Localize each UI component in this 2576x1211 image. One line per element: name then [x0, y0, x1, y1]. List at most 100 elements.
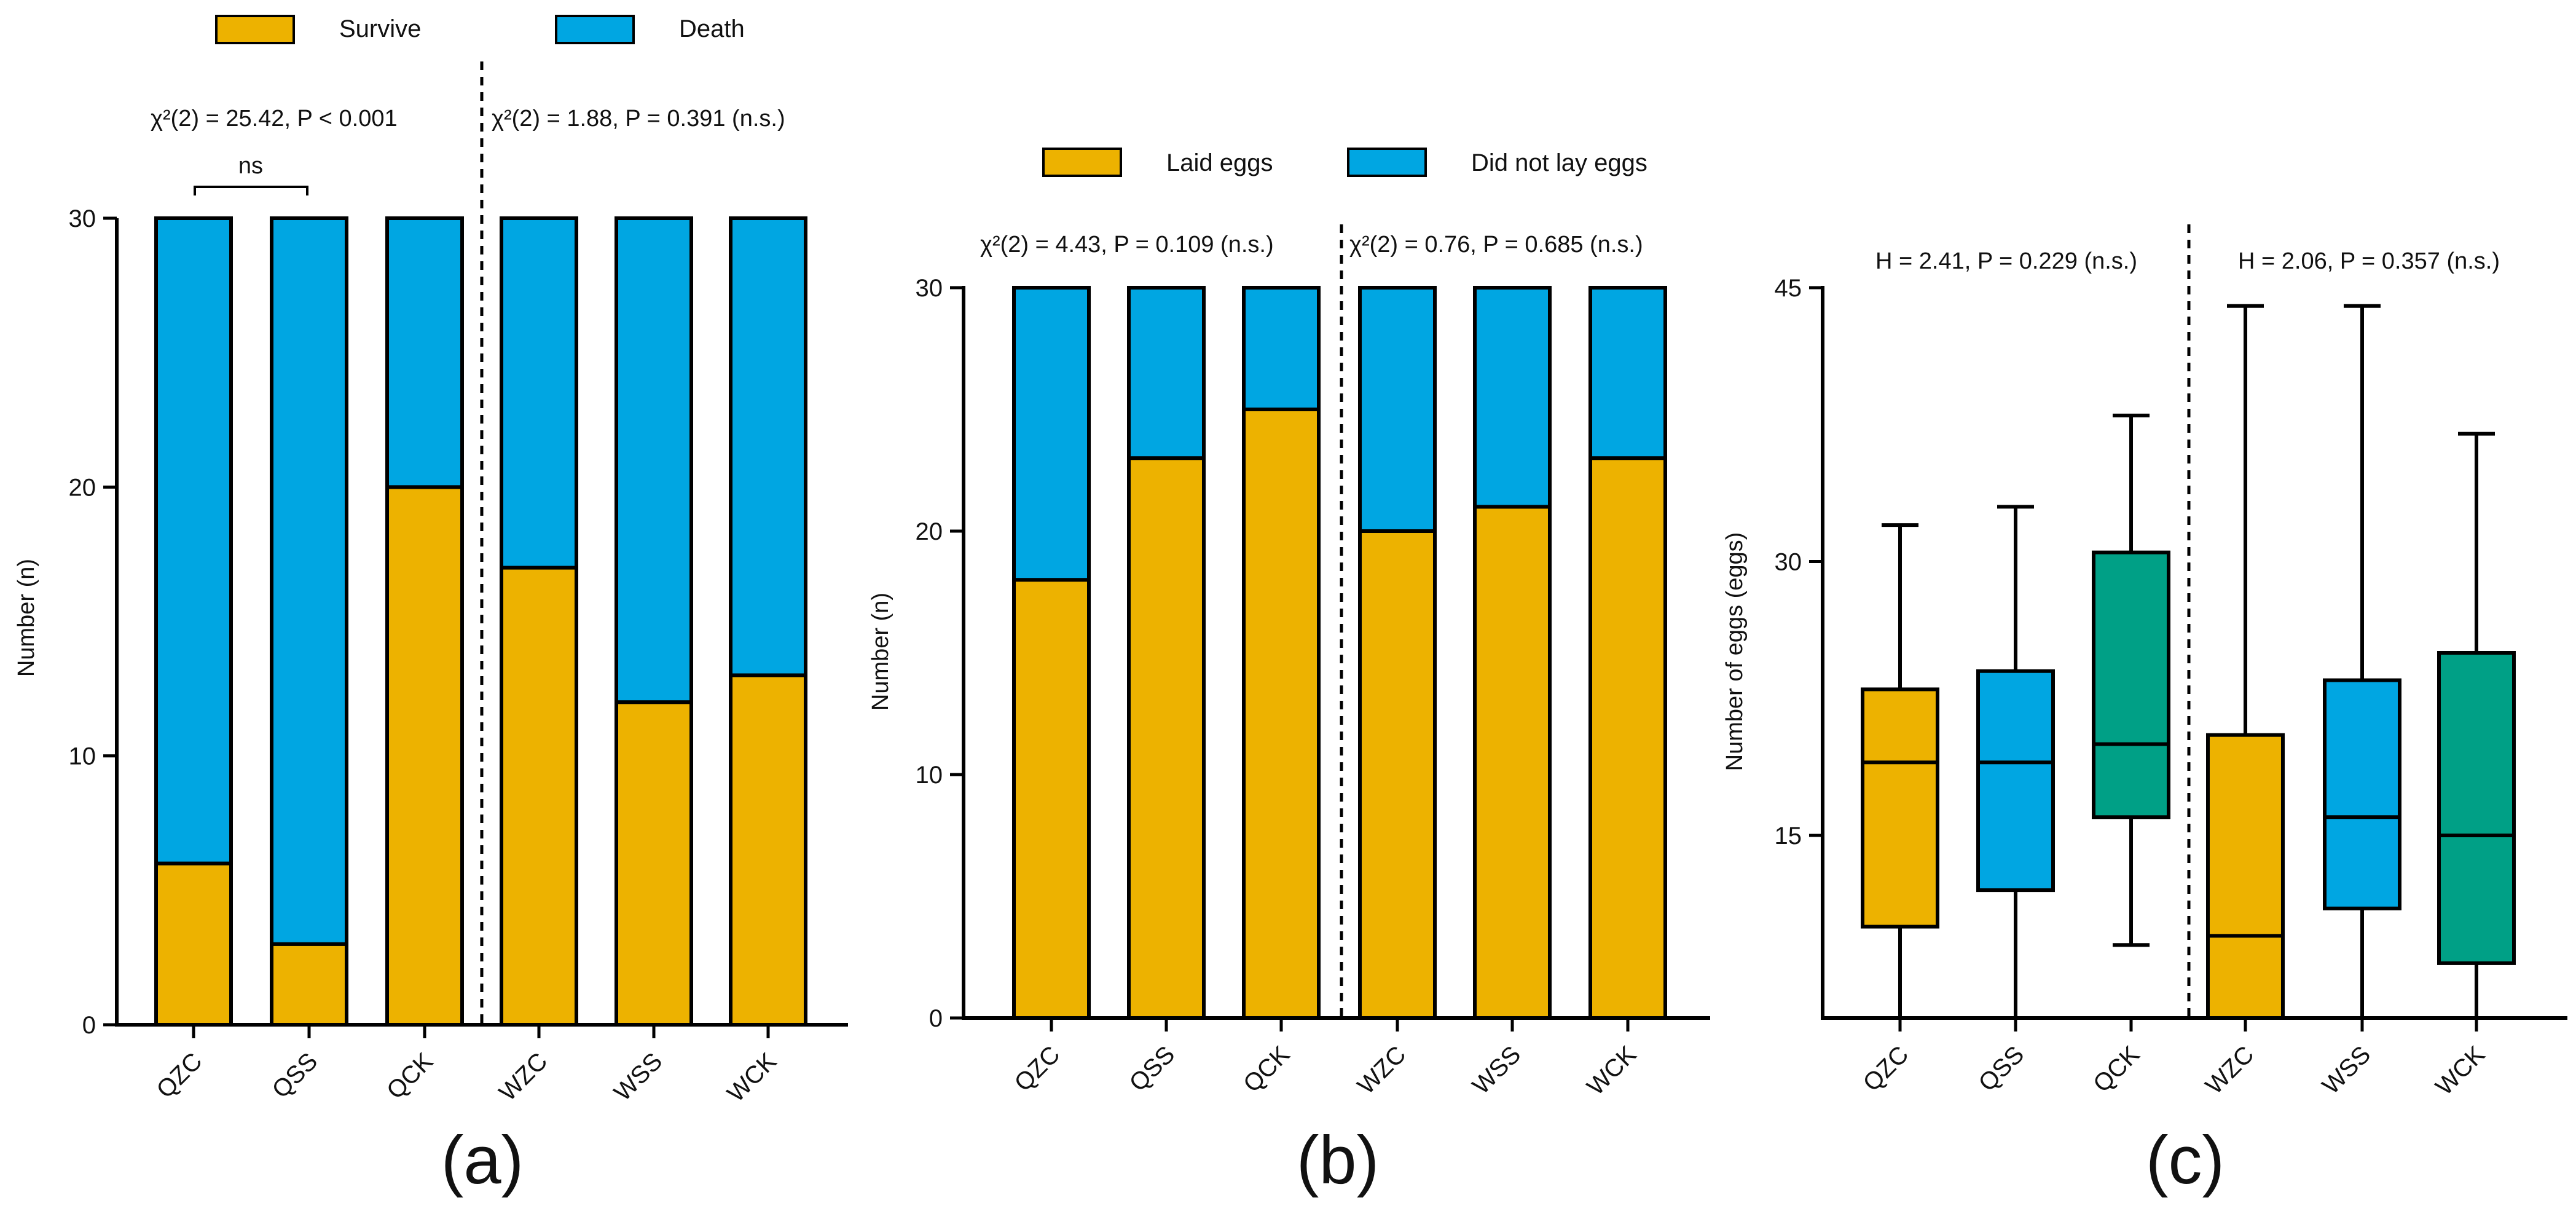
bar-b-laid-wzc [1358, 529, 1437, 1020]
xtick-label-a-3: WZC [494, 1047, 553, 1106]
bar-b-laid-wss [1473, 505, 1552, 1020]
ylabel-c: Number of eggs (eggs) [1722, 532, 1748, 771]
test-c-right: H = 2.06, P = 0.357 (n.s.) [2238, 248, 2500, 274]
xtick-label-a-2: QCK [382, 1047, 439, 1105]
xtick-label-b-0: QZC [1010, 1041, 1066, 1097]
xtick-label-b-5: WCK [1582, 1041, 1641, 1100]
xtick-label-a-4: WSS [609, 1047, 668, 1106]
legend-a-label-1: Death [679, 15, 745, 42]
xtick-label-b-2: QCK [1238, 1041, 1295, 1098]
bar-a-survive-wck [729, 673, 807, 1027]
xtick-label-b-4: WSS [1467, 1041, 1526, 1100]
bars-b [1012, 286, 1667, 1020]
box-wss [2323, 304, 2401, 1018]
ylabel-a: Number (n) [14, 559, 39, 677]
xtick-label-c-5: WCK [2430, 1041, 2490, 1100]
ytick-label-c-1: 30 [1775, 549, 1802, 576]
legend-b-swatch-1 [1347, 148, 1427, 177]
legend-a-swatch-0 [215, 15, 295, 44]
ytick-label-c-2: 45 [1775, 275, 1802, 302]
panel-label-c: (c) [2146, 1122, 2225, 1198]
xticks-a: QZC QSS QCK WZC WSS WCK [152, 1025, 782, 1107]
boxes-c [1861, 304, 2516, 1020]
legend-b-swatch-0 [1042, 148, 1122, 177]
bar-a-death-wss [615, 216, 693, 704]
ylabel-b: Number (n) [868, 593, 893, 711]
xtick-label-a-5: WCK [722, 1047, 782, 1107]
yticks-a: 0 10 20 30 [69, 205, 117, 1039]
ytick-label-c-0: 15 [1775, 822, 1802, 850]
box-wck [2437, 432, 2516, 1018]
box-wzc [2206, 304, 2285, 1020]
legend-b-label-1: Did not lay eggs [1471, 149, 1647, 176]
xticks-b: QZC QSS QCK WZC WSS WCK [1010, 1018, 1642, 1100]
bar-b-notlaid-qss [1127, 286, 1206, 460]
bar-b-notlaid-wzc [1358, 286, 1437, 533]
yticks-b: 0 10 20 30 [916, 275, 964, 1032]
test-a-right: χ²(2) = 1.88, P = 0.391 (n.s.) [492, 106, 785, 132]
bar-b-notlaid-wss [1473, 286, 1552, 509]
bar-a-death-qck [385, 216, 464, 489]
panel-c: H = 2.41, P = 0.229 (n.s.) H = 2.06, P =… [1722, 224, 2567, 1198]
iqr-box-wck [2437, 651, 2516, 965]
xtick-label-a-1: QSS [267, 1047, 323, 1103]
box-qzc [1861, 523, 1939, 1018]
ns-label: ns [238, 153, 263, 179]
bar-b-laid-qzc [1012, 578, 1091, 1020]
ytick-label-b-2: 20 [916, 518, 943, 545]
panel-a: Survive Death χ²(2) = 25.42, P < 0.001 χ… [14, 15, 848, 1198]
bar-b-laid-qck [1242, 408, 1321, 1020]
ytick-label-a-0: 0 [82, 1012, 96, 1039]
iqr-box-wss [2323, 678, 2401, 910]
xtick-label-b-1: QSS [1125, 1041, 1180, 1097]
bar-b-notlaid-qck [1242, 286, 1321, 411]
legend-b-label-0: Laid eggs [1166, 149, 1273, 176]
bar-b-notlaid-wck [1588, 286, 1667, 460]
box-qss [1976, 505, 2055, 1018]
ytick-label-a-1: 10 [69, 743, 96, 770]
xtick-label-c-3: WZC [2201, 1041, 2260, 1100]
bar-b-notlaid-qzc [1012, 286, 1091, 582]
bar-a-survive-qzc [154, 861, 233, 1027]
ns-bracket [194, 186, 308, 195]
xtick-label-c-1: QSS [1974, 1041, 2030, 1097]
xtick-label-a-0: QZC [152, 1047, 208, 1103]
bar-b-laid-wck [1588, 456, 1667, 1020]
yticks-c: 15 30 45 [1775, 275, 1823, 850]
xtick-label-b-3: WZC [1353, 1041, 1412, 1100]
iqr-box-qss [1976, 669, 2055, 893]
xticks-c: QZC QSS QCK WZC WSS WCK [1858, 1018, 2491, 1100]
iqr-box-qzc [1861, 687, 1939, 929]
bar-a-death-qzc [154, 216, 233, 866]
bar-a-death-wck [729, 216, 807, 677]
xtick-label-c-2: QCK [2088, 1041, 2145, 1098]
iqr-box-wzc [2206, 733, 2285, 1020]
bar-a-death-wzc [500, 216, 578, 570]
bars-a [154, 216, 807, 1027]
legend-a-label-0: Survive [339, 15, 421, 42]
panel-label-b: (b) [1297, 1122, 1379, 1198]
box-qck [2092, 413, 2170, 947]
panel-label-a: (a) [441, 1122, 524, 1198]
ytick-label-b-1: 10 [916, 762, 943, 789]
test-c-left: H = 2.41, P = 0.229 (n.s.) [1875, 248, 2137, 274]
iqr-box-qck [2092, 550, 2170, 819]
test-a-left: χ²(2) = 25.42, P < 0.001 [151, 106, 398, 132]
ytick-label-b-0: 0 [929, 1005, 943, 1032]
ytick-label-a-3: 30 [69, 205, 96, 232]
panel-b: Laid eggs Did not lay eggs χ²(2) = 4.43,… [868, 148, 1710, 1198]
bar-a-survive-qck [385, 485, 464, 1027]
bar-a-survive-wss [615, 700, 693, 1027]
bar-a-death-qss [270, 216, 348, 946]
bar-a-survive-wzc [500, 566, 578, 1027]
xtick-label-c-0: QZC [1858, 1041, 1914, 1097]
bar-b-laid-qss [1127, 456, 1206, 1020]
ytick-label-b-3: 30 [916, 275, 943, 302]
test-b-left: χ²(2) = 4.43, P = 0.109 (n.s.) [980, 232, 1274, 258]
legend-a-swatch-1 [555, 15, 635, 44]
test-b-right: χ²(2) = 0.76, P = 0.685 (n.s.) [1349, 232, 1643, 258]
bar-a-survive-qss [270, 942, 348, 1027]
xtick-label-c-4: WSS [2317, 1041, 2376, 1100]
